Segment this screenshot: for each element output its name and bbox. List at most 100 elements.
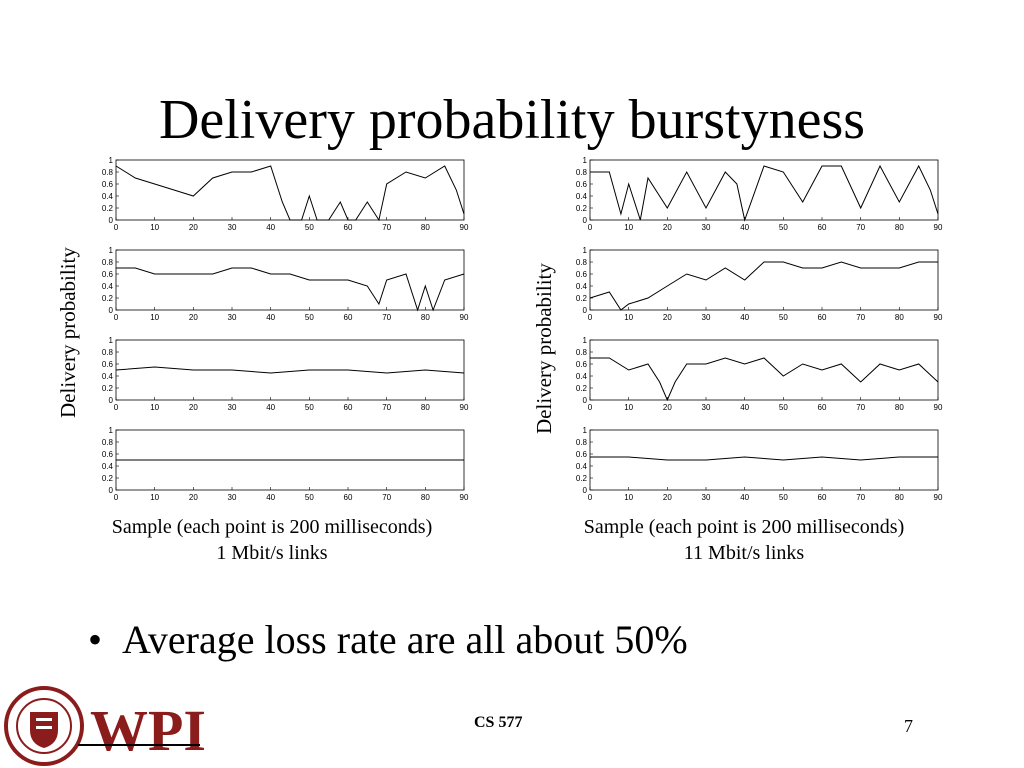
x-tick-label: 30 <box>702 313 711 322</box>
x-tick-label: 50 <box>779 313 788 322</box>
x-tick-label: 90 <box>934 313 943 322</box>
x-tick-label: 40 <box>740 223 749 232</box>
y-tick-label: 0.4 <box>576 372 588 381</box>
x-tick-label: 50 <box>779 223 788 232</box>
y-tick-label: 0.8 <box>576 438 588 447</box>
x-tick-label: 0 <box>114 403 119 412</box>
right-caption-line2: 11 Mbit/s links <box>683 542 805 564</box>
slide-title: Delivery probability burstyness <box>158 89 866 151</box>
y-tick-label: 0.4 <box>576 192 588 201</box>
x-tick-label: 40 <box>266 403 275 412</box>
bullet-item: • Average loss rate are all about 50% <box>88 612 688 668</box>
wpi-logo-text: WPI <box>90 698 206 763</box>
line-chart: 00.20.40.60.810 10 20 30 40 50 60 70 80 90 <box>102 336 469 412</box>
x-tick-label: 60 <box>818 223 827 232</box>
x-tick-label: 50 <box>305 313 314 322</box>
x-tick-label: 90 <box>460 403 469 412</box>
x-tick-label: 30 <box>228 223 237 232</box>
y-tick-label: 0.6 <box>576 270 588 279</box>
y-tick-label: 0.4 <box>102 462 114 471</box>
y-tick-label: 0.8 <box>102 258 114 267</box>
y-tick-label: 1 <box>583 426 588 435</box>
x-tick-label: 40 <box>740 493 749 502</box>
y-tick-label: 0.6 <box>102 270 114 279</box>
x-tick-label: 90 <box>460 493 469 502</box>
x-tick-label: 60 <box>818 403 827 412</box>
y-tick-label: 0.2 <box>576 294 588 303</box>
x-tick-label: 0 <box>114 223 119 232</box>
x-tick-label: 0 <box>114 313 119 322</box>
x-tick-label: 90 <box>460 223 469 232</box>
right-chart-1: 0 0.2 0.4 0.6 0.8 1 0 10 20 30 40 50 60 70 80 90 <box>572 156 944 232</box>
y-tick-label: 0.8 <box>102 168 114 177</box>
plot-frame <box>589 159 939 221</box>
series-line <box>590 456 938 461</box>
x-tick-label: 10 <box>150 403 159 412</box>
x-tick-label: 80 <box>895 403 904 412</box>
wpi-seal <box>4 686 84 766</box>
right-chart-3: 0 0.2 0.4 0.6 0.8 1 0 10 20 30 40 50 60 70 80 90 <box>572 336 944 412</box>
x-tick-label: 50 <box>779 403 788 412</box>
x-tick-label: 40 <box>740 403 749 412</box>
x-tick-label: 50 <box>305 223 314 232</box>
y-tick-label: 0 <box>109 306 114 315</box>
x-tick-label: 40 <box>266 223 275 232</box>
right-caption-line1: Sample (each point is 200 milliseconds) <box>583 516 905 538</box>
left-caption-line1: Sample (each point is 200 milliseconds) <box>111 516 433 538</box>
y-tick-label: 0.4 <box>102 192 114 201</box>
x-tick-label: 20 <box>663 403 672 412</box>
y-tick-label: 0 <box>583 396 588 405</box>
x-tick-label: 70 <box>382 223 391 232</box>
series-line <box>590 164 939 222</box>
line-chart: 00.20.40.60.810 10 20 30 40 50 60 70 80 90 <box>102 246 469 322</box>
y-tick-label: 1 <box>109 156 114 165</box>
y-tick-label: 0.4 <box>576 282 588 291</box>
x-tick-label: 70 <box>856 313 865 322</box>
left-chart-2: 0 0.2 0.4 0.6 0.8 1 0 10 20 30 40 50 60 70 80 90 <box>98 246 470 322</box>
left-caption: Sample (each point is 200 milliseconds) … <box>52 514 492 566</box>
left-ylabel: Delivery probability <box>56 247 227 443</box>
x-tick-label: 10 <box>150 313 159 322</box>
y-tick-label: 0 <box>109 486 114 495</box>
y-tick-label: 0.6 <box>102 360 114 369</box>
x-tick-label: 70 <box>382 403 391 412</box>
x-tick-label: 60 <box>344 223 353 232</box>
x-tick-label: 80 <box>421 313 430 322</box>
plot-frame <box>115 159 465 221</box>
y-tick-label: 0.2 <box>102 384 114 393</box>
x-tick-label: 30 <box>228 313 237 322</box>
x-tick-label: 60 <box>344 313 353 322</box>
right-ylabel: Delivery probability <box>532 263 703 459</box>
y-tick-label: 0 <box>583 486 588 495</box>
series-line <box>115 165 465 222</box>
y-tick-label: 1 <box>109 336 114 345</box>
y-tick-label: 0.8 <box>102 438 114 447</box>
x-tick-label: 10 <box>624 313 633 322</box>
x-tick-label: 50 <box>779 493 788 502</box>
x-tick-label: 0 <box>588 403 593 412</box>
x-tick-label: 70 <box>382 493 391 502</box>
x-tick-label: 0 <box>114 493 119 502</box>
y-tick-label: 0.6 <box>576 180 588 189</box>
x-tick-label: 80 <box>895 493 904 502</box>
x-tick-label: 20 <box>663 493 672 502</box>
y-tick-label: 0.2 <box>102 474 114 483</box>
x-tick-label: 60 <box>344 493 353 502</box>
x-tick-label: 10 <box>624 223 633 232</box>
y-tick-label: 0.6 <box>102 450 114 459</box>
plot-frame <box>589 249 939 311</box>
x-tick-label: 90 <box>934 403 943 412</box>
left-chart-4: 0 0.2 0.4 0.6 0.8 1 0 10 20 30 40 50 60 70 80 90 <box>98 426 470 502</box>
footer-course: CS 577 <box>474 714 523 731</box>
line-chart: 00.20.40.60.810 10 20 30 40 50 60 70 80 90 <box>102 426 469 502</box>
x-tick-label: 40 <box>266 493 275 502</box>
x-tick-label: 10 <box>150 493 159 502</box>
y-tick-label: 0 <box>109 216 114 225</box>
bullet-dot: • <box>88 617 103 662</box>
x-tick-label: 0 <box>588 493 593 502</box>
x-tick-label: 80 <box>421 403 430 412</box>
x-tick-label: 20 <box>189 223 198 232</box>
line-chart: 00.20.40.60.810 10 20 30 40 50 60 70 80 90 <box>576 336 943 412</box>
line-chart: 00.20.40.60.810 10 20 30 40 50 60 70 80 90 <box>102 156 469 232</box>
y-tick-label: 1 <box>109 246 114 255</box>
